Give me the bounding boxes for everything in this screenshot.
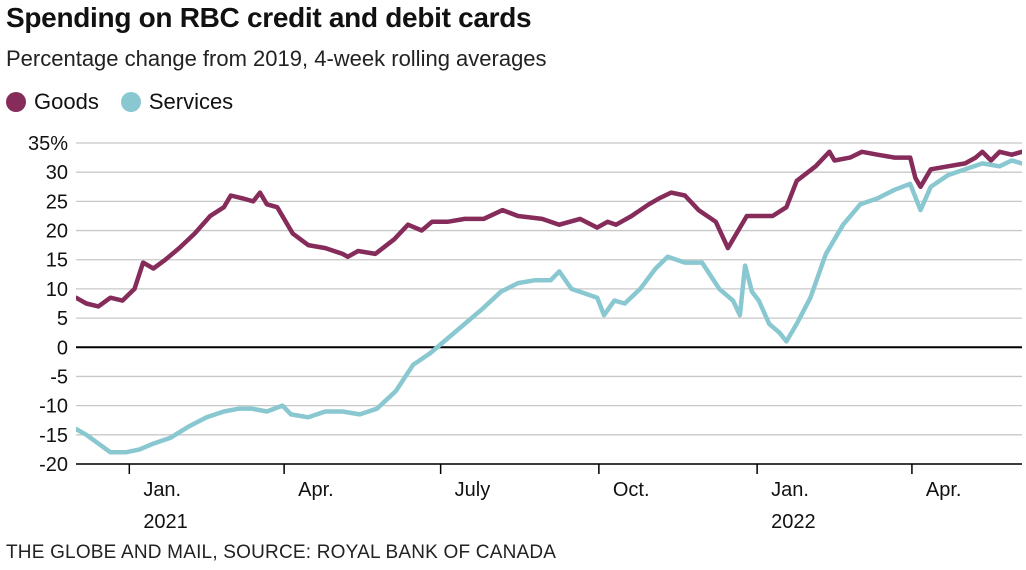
- y-tick-label: -20: [39, 454, 68, 476]
- y-tick-label: 25: [46, 191, 68, 213]
- legend-label-goods: Goods: [34, 89, 99, 114]
- chart-title: Spending on RBC credit and debit cards: [6, 2, 532, 33]
- y-tick-label: -15: [39, 425, 68, 447]
- legend-swatch-goods: [6, 92, 26, 112]
- x-tick-label: July: [455, 479, 491, 501]
- x-tick-label: Jan.: [143, 479, 181, 501]
- legend-item-services: Services: [120, 89, 234, 115]
- chart-subtitle: Percentage change from 2019, 4-week roll…: [6, 46, 547, 71]
- y-tick-label: 35%: [28, 133, 68, 155]
- series-line-goods: [76, 149, 1022, 309]
- y-tick-label: 10: [46, 279, 68, 301]
- x-tick-year-label: 2021: [143, 511, 188, 533]
- y-tick-label: 15: [46, 250, 68, 272]
- y-tick-label: 20: [46, 221, 68, 243]
- x-tick-label: Apr.: [298, 479, 334, 501]
- x-tick-label: Oct.: [613, 479, 650, 501]
- x-tick-label: Apr.: [926, 479, 962, 501]
- y-tick-label: -10: [39, 396, 68, 418]
- legend-swatch-services: [120, 92, 141, 112]
- y-tick-label: -5: [50, 366, 68, 388]
- y-tick-label: 30: [46, 162, 68, 184]
- series-line-services: [76, 158, 1022, 455]
- y-tick-label: 0: [57, 337, 68, 359]
- chart-source: THE GLOBE AND MAIL, SOURCE: ROYAL BANK O…: [6, 542, 557, 563]
- y-tick-label: 5: [57, 308, 68, 330]
- x-tick-year-label: 2022: [771, 511, 816, 533]
- legend-item-goods: Goods: [6, 89, 99, 115]
- x-tick-label: Jan.: [771, 479, 809, 501]
- legend-label-services: Services: [148, 89, 234, 114]
- chart-legend: Goods Services: [6, 89, 255, 115]
